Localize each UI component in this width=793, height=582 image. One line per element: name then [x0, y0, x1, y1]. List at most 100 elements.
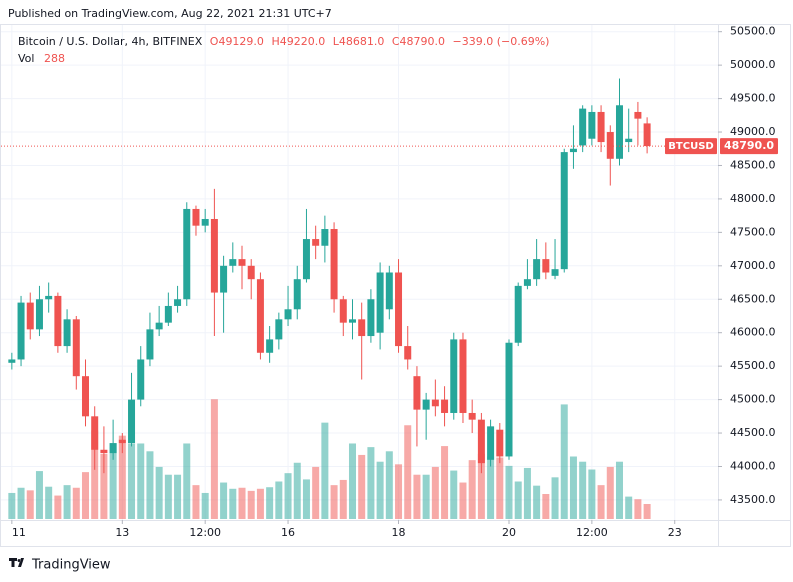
volume-bar: [284, 473, 292, 519]
candle-body: [385, 272, 393, 310]
volume-bar: [468, 460, 476, 519]
volume-bar: [615, 461, 623, 519]
candle-body: [72, 319, 80, 377]
volume-bar: [496, 457, 504, 519]
legend-line: Bitcoin / U.S. Dollar, 4h, BITFINEX O491…: [18, 35, 549, 48]
volume-bar: [17, 487, 25, 519]
y-tick-label: 45000.0: [730, 393, 776, 406]
candle-body: [358, 319, 366, 337]
symbol-tag: [665, 138, 717, 155]
candle-body: [431, 399, 439, 407]
volume-bar: [312, 466, 320, 519]
y-tick-label: 45500.0: [730, 359, 776, 372]
candle-body: [284, 309, 292, 320]
candle-body: [54, 295, 62, 347]
open-label: O49129.0: [210, 35, 264, 48]
candle-body: [220, 265, 228, 293]
x-tick-label: 23: [668, 526, 682, 539]
x-tick-label: 20: [502, 526, 516, 539]
x-tick-label: 12:00: [576, 526, 608, 539]
volume-bar: [302, 479, 310, 519]
volume-bar: [376, 461, 384, 519]
y-tick-label: 50000.0: [730, 58, 776, 71]
volume-bar: [450, 470, 458, 519]
volume-bar: [514, 481, 522, 519]
volume-label: Vol: [18, 52, 34, 65]
volume-bar: [174, 474, 182, 519]
candle-body: [422, 399, 430, 410]
volume-bar: [560, 404, 568, 519]
volume-bar: [81, 472, 89, 519]
symbol-tag-label: BTCUSD: [668, 141, 713, 152]
candle-body: [247, 265, 255, 280]
candle-body: [542, 259, 550, 273]
candle-body: [183, 208, 191, 300]
x-tick-label: 16: [281, 526, 295, 539]
volume-bar: [63, 485, 71, 519]
candle-body: [588, 111, 596, 139]
chart-frame: [0, 24, 791, 547]
volume-bar: [533, 485, 541, 519]
y-tick-label: 43500.0: [730, 493, 776, 506]
y-tick-label: 46500.0: [730, 292, 776, 305]
candle-body: [302, 239, 310, 280]
close-label: C48790.0: [392, 35, 445, 48]
volume-bar: [385, 451, 393, 519]
symbol-title: Bitcoin / U.S. Dollar, 4h, BITFINEX: [18, 35, 203, 48]
volume-bar: [505, 465, 513, 519]
volume-bar: [72, 487, 80, 519]
candle-body: [137, 359, 145, 400]
high-label: H49220.0: [271, 35, 325, 48]
y-tick-label: 46000.0: [730, 326, 776, 339]
candle-body: [468, 412, 476, 420]
volume-bar: [45, 486, 53, 519]
candle-body: [505, 342, 513, 457]
volume-bar: [146, 451, 154, 519]
candle-body: [128, 399, 136, 444]
volume-bar: [238, 487, 246, 519]
candle-body: [35, 299, 43, 330]
candle-body: [367, 299, 375, 337]
volume-legend: Vol 288: [18, 52, 65, 65]
published-note: Published on TradingView.com, Aug 22, 20…: [8, 7, 332, 20]
candle-body: [569, 148, 577, 153]
y-tick-label: 47500.0: [730, 225, 776, 238]
brand-logo: [9, 558, 24, 567]
candle-body: [597, 111, 605, 143]
volume-bar: [91, 430, 99, 519]
brand-name: TradingView: [31, 558, 111, 573]
candle-body: [348, 319, 356, 323]
volume-bar: [155, 466, 163, 519]
volume-bar: [551, 477, 559, 519]
volume-bar: [128, 443, 136, 519]
candle-body: [395, 272, 403, 347]
candle-body: [404, 346, 412, 360]
candle-body: [146, 329, 154, 360]
volume-bar: [431, 466, 439, 519]
candle-body: [174, 299, 182, 306]
candle-body: [210, 218, 218, 293]
candle-body: [45, 295, 53, 300]
last-price-tag-label: 48790.0: [724, 139, 774, 152]
volume-bar: [183, 443, 191, 519]
volume-bar: [137, 443, 145, 519]
volume-bar: [459, 482, 467, 519]
candle-body: [275, 319, 283, 340]
candle-body: [109, 443, 117, 454]
volume-bar: [8, 492, 16, 519]
volume-bar: [220, 482, 228, 519]
candle-body: [533, 259, 541, 280]
volume-bar: [523, 467, 531, 519]
volume-bar: [330, 485, 338, 519]
candle-body: [321, 229, 329, 246]
volume-bar: [192, 485, 200, 519]
volume-bar: [164, 474, 172, 519]
volume-bar: [413, 474, 421, 519]
volume-bar: [247, 490, 255, 519]
volume-bar: [487, 456, 495, 519]
volume-bar: [35, 471, 43, 519]
volume-bar: [26, 490, 34, 519]
volume-bar: [634, 499, 642, 519]
volume-bar: [100, 453, 108, 519]
